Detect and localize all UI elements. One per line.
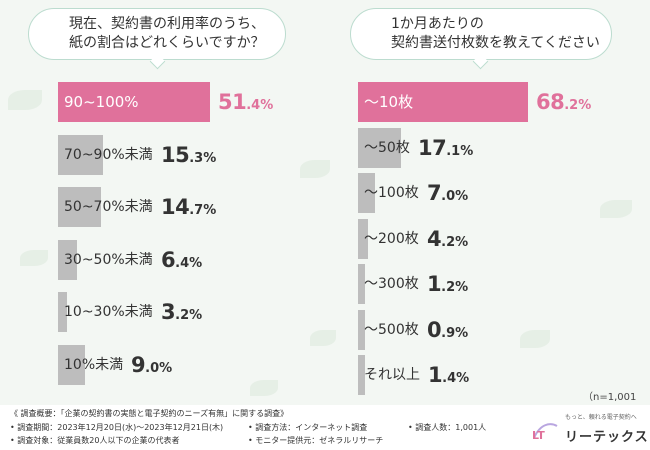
category-label: ～200枚	[364, 230, 419, 247]
bar	[358, 264, 365, 304]
bar	[58, 187, 102, 227]
bar-row: 90~100% 51.4%	[58, 82, 298, 122]
bar-row: ～500枚 0.9%	[358, 309, 618, 350]
bar	[358, 173, 376, 213]
value-label: 17.1%	[418, 135, 474, 160]
category-label: ～10枚	[364, 93, 414, 111]
survey-target: • 調査対象：従業員数20人以下の企業の代表者	[10, 436, 180, 445]
bar-row: 10~30%未満 3.2%	[58, 292, 298, 332]
value-label: 14.7%	[161, 195, 217, 219]
background-leaf	[310, 330, 336, 346]
survey-summary: 《 調査概要：「企業の契約書の実態と電子契約のニーズ有無」に関する調査》	[10, 409, 289, 418]
category-label: ～50枚	[364, 139, 410, 156]
logo-tagline: もっと、頼れる電子契約へ	[565, 414, 637, 421]
bar	[58, 239, 77, 280]
bar-row: ～100枚 7.0%	[358, 173, 618, 213]
background-leaf	[600, 200, 632, 218]
background-leaf	[520, 330, 550, 348]
bar-row: 10%未満 9.0%	[58, 344, 298, 385]
category-label: ～500枚	[364, 321, 419, 338]
bar	[358, 82, 528, 122]
value-label: 68.2%	[536, 90, 592, 114]
left-question-line-2: 紙の割合はどれくらいですか？	[69, 35, 265, 51]
value-label: 15.3%	[161, 142, 217, 167]
bar-row: ～200枚 4.2%	[358, 218, 618, 259]
category-label: 90~100%	[64, 93, 139, 111]
value-label: 9.0%	[131, 352, 173, 377]
left-question-bubble: 現在、契約書の利用率のうち、 紙の割合はどれくらいですか？	[28, 8, 286, 60]
bar-row: ～10枚 68.2%	[358, 82, 618, 122]
right-question-line-2: 契約書送付枚数を教えてください	[391, 35, 600, 51]
value-label: 4.2%	[427, 226, 469, 251]
leetex-logo-icon: LT	[532, 423, 558, 442]
category-label: 70~90%未満	[64, 146, 153, 163]
right-question-bubble: 1か月あたりの 契約書送付枚数を教えてください	[350, 8, 612, 60]
value-label: 0.9%	[427, 317, 469, 342]
category-label: ～100枚	[364, 185, 419, 201]
survey-respondents: • 調査人数：1,001人	[408, 423, 487, 432]
bar	[358, 127, 401, 168]
value-label: 6.4%	[161, 247, 203, 272]
category-label: 10~30%未満	[64, 304, 153, 320]
bar-row: ～300枚 1.2%	[358, 264, 618, 304]
category-label: 10%未満	[64, 356, 124, 373]
right-question-line-1: 1か月あたりの	[391, 16, 484, 32]
bar-row: ～50枚 17.1%	[358, 127, 618, 168]
bar	[58, 292, 68, 332]
logo-name: リーテックス	[565, 430, 649, 445]
category-label: 50~70%未満	[64, 199, 153, 215]
category-label: ～300枚	[364, 276, 419, 292]
bar	[58, 344, 85, 385]
bar	[58, 82, 210, 122]
logo-mark-text: LT	[532, 429, 545, 442]
category-label: それ以上	[364, 367, 420, 383]
left-question-line-1: 現在、契約書の利用率のうち、	[69, 16, 265, 32]
bar	[358, 218, 369, 259]
value-label: 1.4%	[428, 363, 470, 387]
value-label: 7.0%	[427, 181, 469, 205]
background-leaf	[8, 90, 42, 110]
bar-row: それ以上 1.4%	[358, 355, 618, 395]
value-label: 3.2%	[161, 300, 203, 324]
category-label: 30~50%未満	[64, 251, 153, 268]
background-leaf	[250, 380, 278, 396]
bar-row: 50~70%未満 14.7%	[58, 187, 298, 227]
survey-provider: • モニター提供元：ゼネラルリサーチ	[248, 436, 384, 445]
bar	[58, 134, 104, 175]
survey-period: • 調査期間：2023年12月20日(水)～2023年12月21日(木)	[10, 423, 224, 432]
background-leaf	[300, 160, 330, 178]
bar-row: 70~90%未満 15.3%	[58, 134, 298, 175]
survey-method: • 調査方法：インターネット調査	[248, 423, 368, 432]
value-label: 51.4%	[218, 90, 274, 114]
value-label: 1.2%	[427, 272, 469, 296]
bar	[358, 309, 365, 350]
background-leaf	[20, 250, 48, 266]
bar	[358, 355, 365, 395]
bar-row: 30~50%未満 6.4%	[58, 239, 298, 280]
